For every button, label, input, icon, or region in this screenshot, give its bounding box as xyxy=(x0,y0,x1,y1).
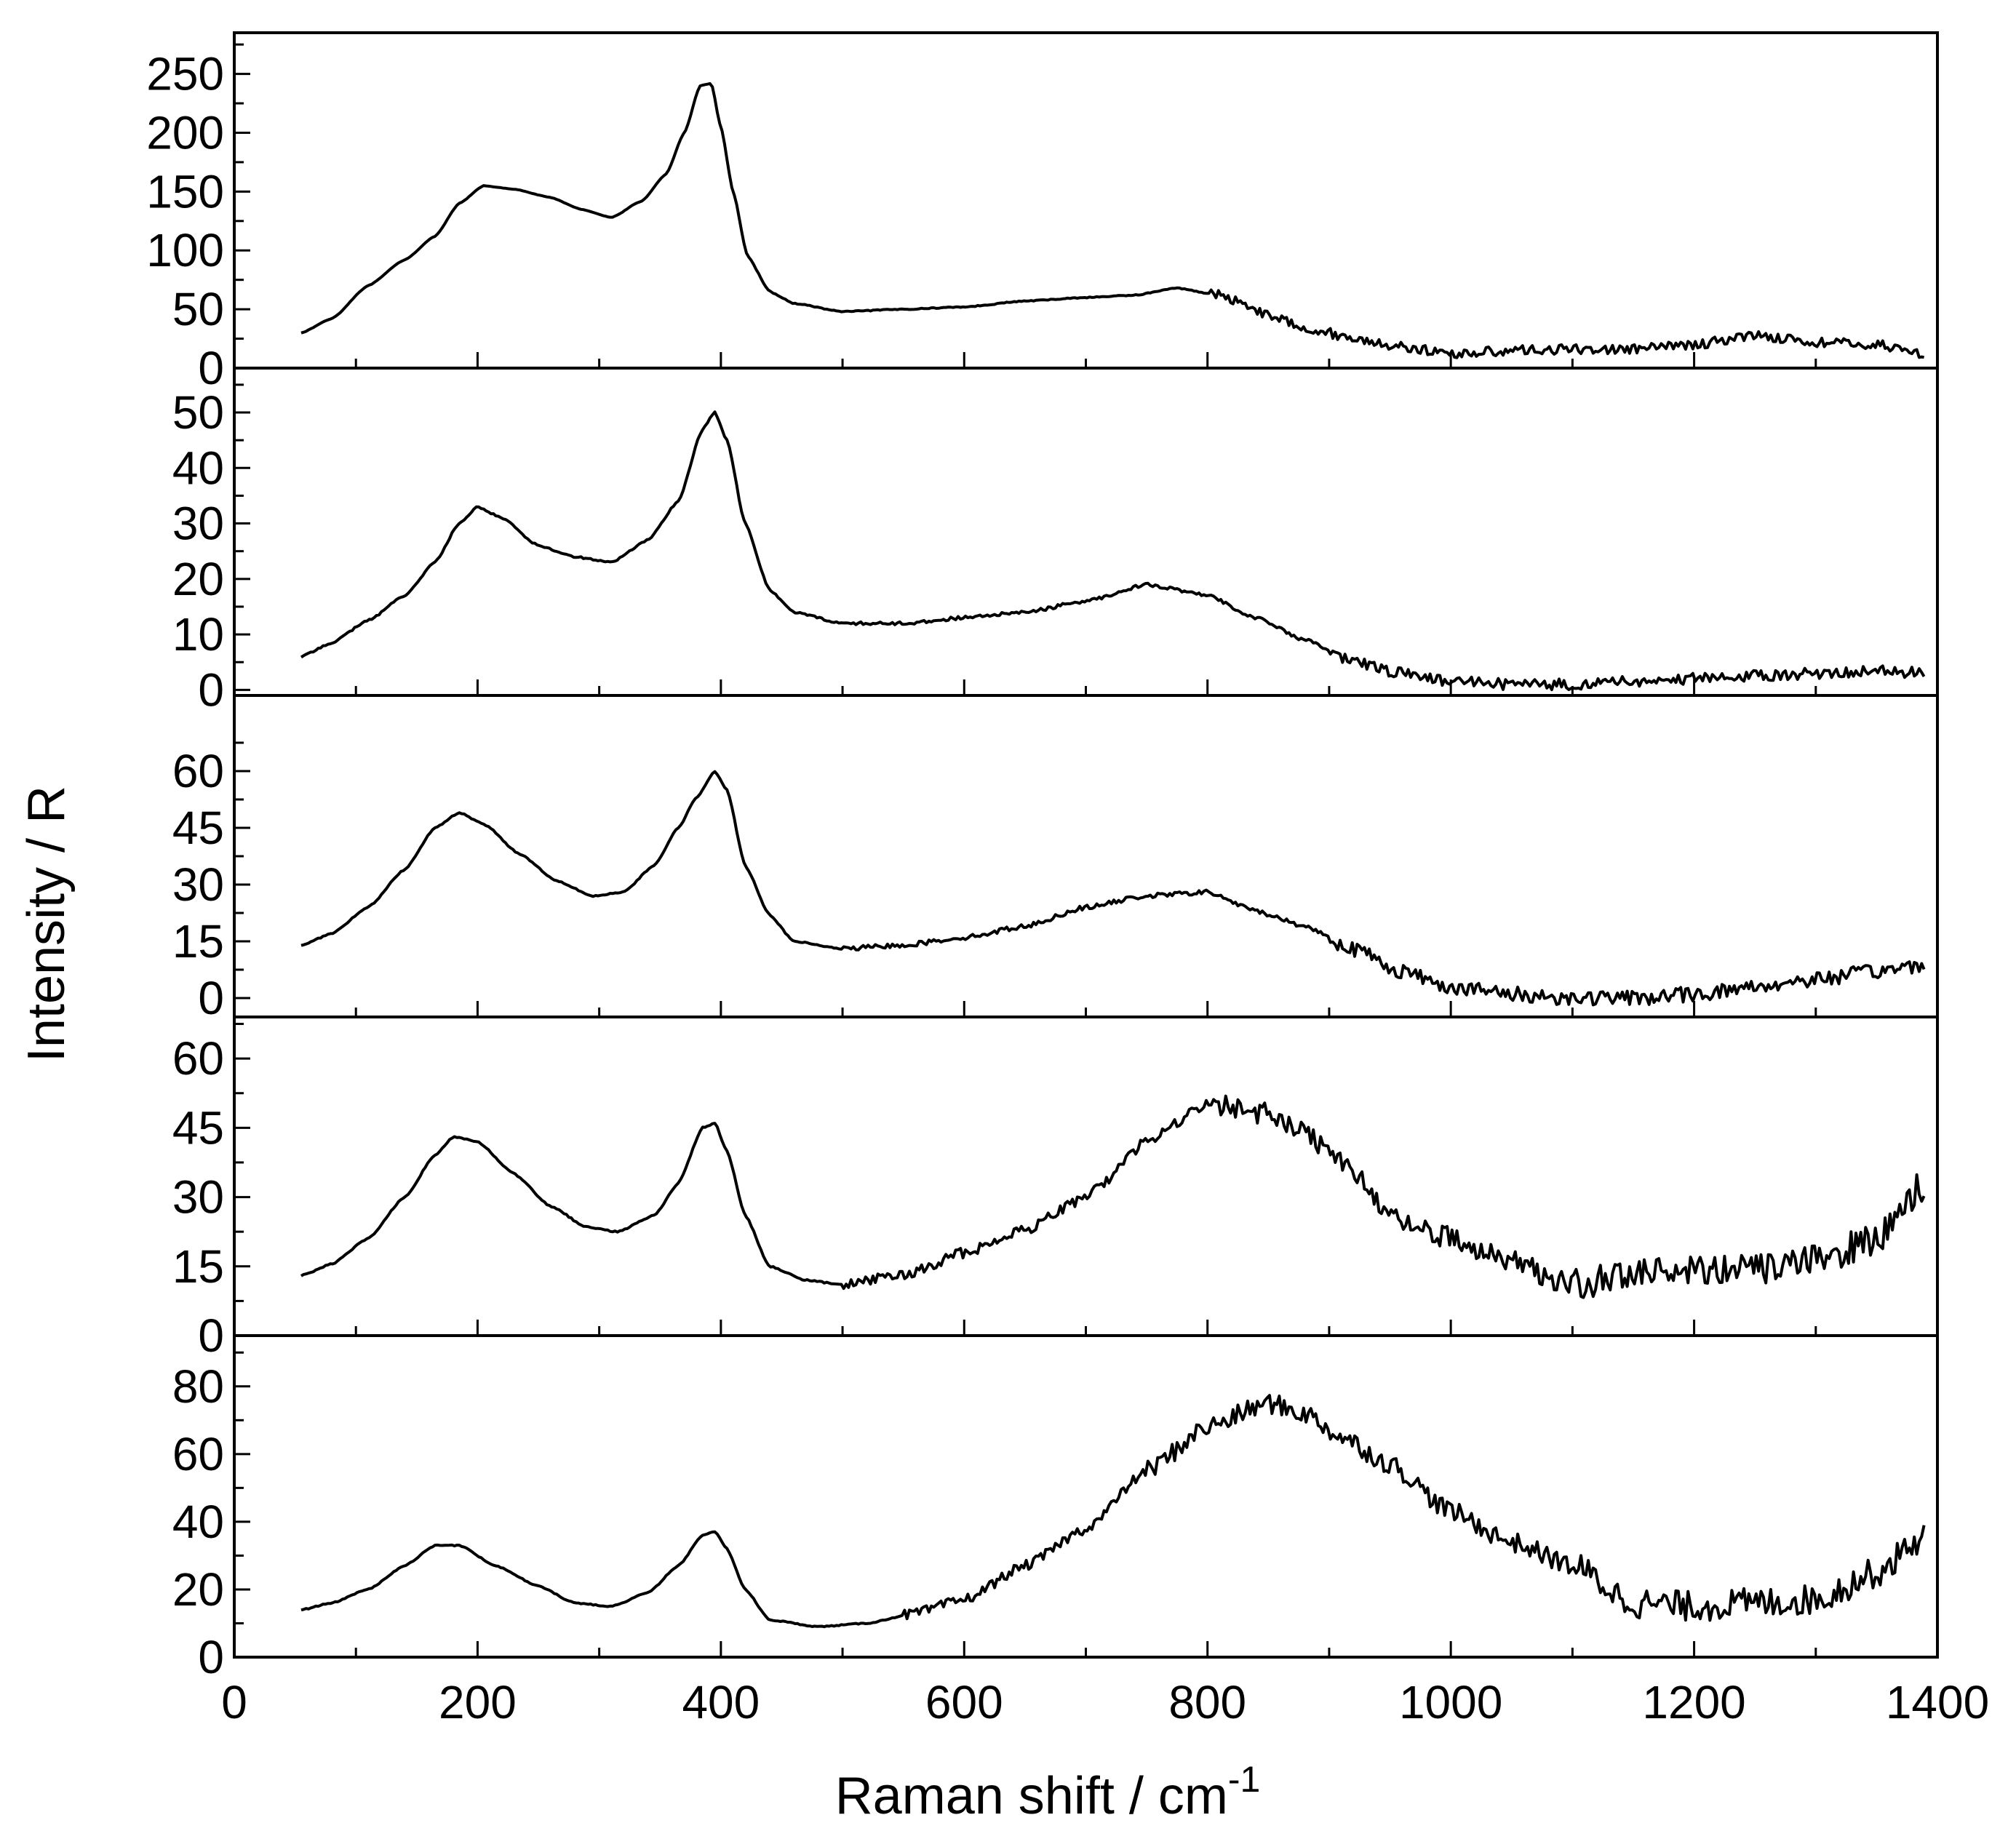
y-tick-label: 0 xyxy=(198,1631,224,1683)
y-tick-label: 40 xyxy=(172,442,224,494)
y-axis-title: Intensity / R xyxy=(17,786,76,1062)
y-tick-label: 50 xyxy=(172,386,224,439)
x-tick-label: 600 xyxy=(925,1676,1003,1728)
y-tick-label: 200 xyxy=(146,106,224,159)
y-tick-label: 45 xyxy=(172,802,224,854)
y-tick-label: 80 xyxy=(172,1360,224,1413)
x-tick-label: 1400 xyxy=(1886,1676,1989,1728)
y-tick-label: 60 xyxy=(172,745,224,797)
y-tick-label: 15 xyxy=(172,1240,224,1293)
spectrum-line xyxy=(300,1094,1926,1299)
x-tick-label: 800 xyxy=(1168,1676,1246,1728)
y-tick-label: 10 xyxy=(172,608,224,661)
panel-frame xyxy=(233,694,1939,1018)
spectrum-line xyxy=(300,1394,1926,1629)
y-tick-label: 0 xyxy=(198,342,224,394)
y-tick-label: 20 xyxy=(172,553,224,605)
y-tick-label: 50 xyxy=(172,283,224,335)
y-tick-label: 30 xyxy=(172,858,224,911)
x-tick-label: 400 xyxy=(682,1676,760,1728)
x-axis-title-text: Raman shift / cm xyxy=(835,1767,1228,1825)
y-tick-label: 45 xyxy=(172,1101,224,1154)
y-tick-label: 0 xyxy=(198,972,224,1024)
x-tick-label: 1000 xyxy=(1399,1676,1502,1728)
panel-frame xyxy=(233,1016,1939,1337)
y-tick-label: 100 xyxy=(146,224,224,276)
y-tick-label: 30 xyxy=(172,498,224,550)
y-tick-label: 40 xyxy=(172,1496,224,1548)
panel-4: 0 15 30 45 60 xyxy=(172,1016,1939,1362)
y-tick-label: 250 xyxy=(146,48,224,100)
y-tick-label: 0 xyxy=(198,1309,224,1362)
y-tick-label: 30 xyxy=(172,1171,224,1224)
x-tick-labels: 0 200 400 600 800 1000 1200 1400 xyxy=(221,1676,1989,1728)
x-tick-label: 0 xyxy=(221,1676,247,1728)
spectrum-line xyxy=(300,81,1924,359)
x-tick-label: 200 xyxy=(439,1676,517,1728)
x-axis-title-superscript: -1 xyxy=(1228,1759,1260,1800)
spectrum-line xyxy=(300,770,1926,1007)
y-tick-label: 0 xyxy=(198,663,224,716)
y-tick-label: 60 xyxy=(172,1428,224,1480)
panel-5: 0 20 40 60 80 xyxy=(172,1334,1939,1683)
x-axis-title: Raman shift / cm-1 xyxy=(835,1759,1261,1825)
panel-frame xyxy=(233,367,1939,697)
y-tick-label: 60 xyxy=(172,1032,224,1085)
y-tick-label: 150 xyxy=(146,165,224,218)
x-tick-label: 1200 xyxy=(1642,1676,1745,1728)
panels: 0501001502002500102030405001530456001530… xyxy=(146,31,1939,1683)
panel-frame xyxy=(233,31,1939,370)
panel-1: 0 50 100 150 200 250 xyxy=(146,31,1939,394)
y-tick-label: 15 xyxy=(172,915,224,968)
spectrum-line xyxy=(300,410,1926,692)
y-tick-label: 20 xyxy=(172,1563,224,1616)
